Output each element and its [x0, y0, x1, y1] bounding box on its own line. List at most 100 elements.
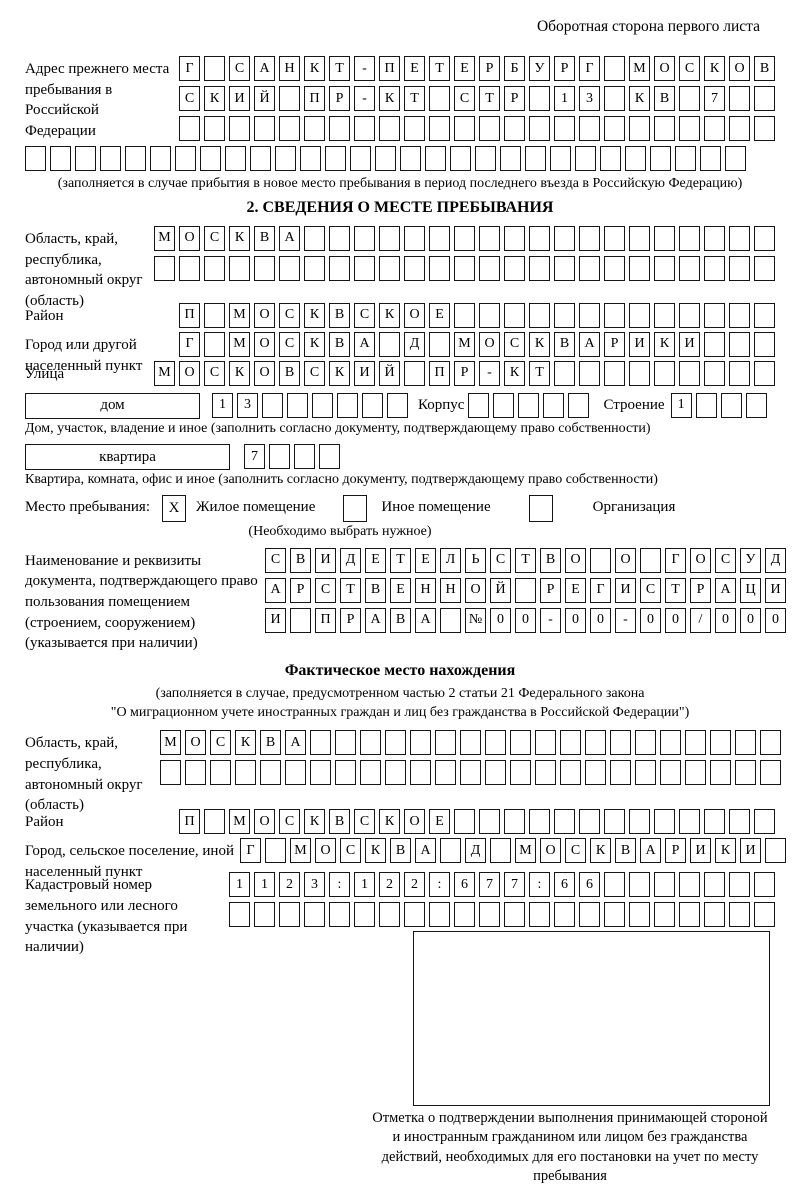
char-cell[interactable]	[654, 225, 675, 251]
char-cell[interactable]	[479, 809, 500, 835]
char-cell[interactable]	[160, 760, 181, 786]
char-cell[interactable]	[754, 902, 775, 928]
char-cell[interactable]	[754, 116, 775, 141]
char-cell[interactable]: К	[504, 360, 525, 386]
char-cell[interactable]	[529, 255, 550, 281]
char-cell[interactable]: 0	[665, 607, 686, 633]
char-cell[interactable]	[100, 145, 121, 171]
char-cell[interactable]: С	[210, 730, 231, 756]
char-cell[interactable]: О	[254, 809, 275, 835]
char-cell[interactable]	[429, 225, 450, 251]
char-cell[interactable]: С	[265, 547, 286, 573]
char-cell[interactable]	[729, 86, 750, 111]
char-cell[interactable]	[525, 145, 546, 171]
char-cell[interactable]	[404, 902, 425, 928]
char-cell[interactable]	[429, 255, 450, 281]
char-cell[interactable]	[529, 116, 550, 141]
char-cell[interactable]: О	[185, 730, 206, 756]
char-cell[interactable]: :	[329, 872, 350, 898]
char-cell[interactable]	[729, 872, 750, 898]
char-cell[interactable]	[435, 760, 456, 786]
char-cell[interactable]	[479, 116, 500, 141]
char-cell[interactable]	[650, 145, 671, 171]
char-cell[interactable]	[700, 145, 721, 171]
char-cell[interactable]	[479, 902, 500, 928]
char-cell[interactable]: С	[229, 56, 250, 81]
char-cell[interactable]: К	[329, 360, 350, 386]
char-cell[interactable]: Е	[404, 56, 425, 81]
char-cell[interactable]: Е	[429, 809, 450, 835]
char-cell[interactable]: М	[229, 809, 250, 835]
char-cell[interactable]	[554, 302, 575, 328]
char-cell[interactable]: /	[690, 607, 711, 633]
char-cell[interactable]	[704, 116, 725, 141]
char-cell[interactable]: Г	[240, 838, 261, 864]
char-cell[interactable]	[704, 902, 725, 928]
char-cell[interactable]: 0	[640, 607, 661, 633]
char-cell[interactable]: Е	[390, 577, 411, 603]
char-cell[interactable]: О	[465, 577, 486, 603]
char-cell[interactable]	[704, 360, 725, 386]
char-cell[interactable]	[695, 392, 717, 418]
char-cell[interactable]: У	[740, 547, 761, 573]
char-cell[interactable]: Ь	[465, 547, 486, 573]
char-cell[interactable]	[629, 809, 650, 835]
char-cell[interactable]	[660, 760, 681, 786]
char-cell[interactable]: С	[354, 809, 375, 835]
char-cell[interactable]: О	[404, 809, 425, 835]
char-cell[interactable]: В	[329, 809, 350, 835]
char-cell[interactable]: К	[379, 302, 400, 328]
char-cell[interactable]	[679, 360, 700, 386]
char-cell[interactable]	[735, 730, 756, 756]
char-cell[interactable]	[319, 444, 340, 470]
char-cell[interactable]: Б	[504, 56, 525, 81]
char-cell[interactable]	[229, 116, 250, 141]
char-cell[interactable]: В	[540, 547, 561, 573]
char-cell[interactable]	[335, 760, 356, 786]
char-cell[interactable]: В	[260, 730, 281, 756]
char-cell[interactable]	[200, 145, 221, 171]
char-cell[interactable]	[725, 145, 746, 171]
char-cell[interactable]	[329, 902, 350, 928]
char-cell[interactable]	[229, 255, 250, 281]
char-cell[interactable]: А	[579, 331, 600, 357]
char-cell[interactable]	[560, 760, 581, 786]
char-cell[interactable]	[579, 225, 600, 251]
char-cell[interactable]: К	[529, 331, 550, 357]
char-cell[interactable]: В	[390, 838, 411, 864]
char-cell[interactable]: К	[229, 360, 250, 386]
char-cell[interactable]: Й	[490, 577, 511, 603]
char-cell[interactable]	[254, 255, 275, 281]
char-cell[interactable]	[379, 331, 400, 357]
char-cell[interactable]: Р	[340, 607, 361, 633]
char-cell[interactable]	[504, 902, 525, 928]
char-cell[interactable]: О	[254, 331, 275, 357]
char-cell[interactable]	[704, 255, 725, 281]
char-cell[interactable]	[294, 444, 315, 470]
char-cell[interactable]	[304, 225, 325, 251]
char-cell[interactable]: В	[754, 56, 775, 81]
char-cell[interactable]: В	[365, 577, 386, 603]
char-cell[interactable]: 7	[244, 444, 265, 470]
char-cell[interactable]	[450, 145, 471, 171]
char-cell[interactable]: 1	[229, 872, 250, 898]
char-cell[interactable]: 2	[279, 872, 300, 898]
char-cell[interactable]	[300, 145, 321, 171]
char-cell[interactable]: 0	[490, 607, 511, 633]
char-cell[interactable]: Л	[440, 547, 461, 573]
char-cell[interactable]	[410, 730, 431, 756]
char-cell[interactable]	[285, 760, 306, 786]
char-cell[interactable]	[729, 809, 750, 835]
char-cell[interactable]	[279, 255, 300, 281]
char-cell[interactable]: М	[290, 838, 311, 864]
char-cell[interactable]	[729, 116, 750, 141]
char-cell[interactable]	[760, 760, 781, 786]
char-cell[interactable]	[579, 255, 600, 281]
char-cell[interactable]	[210, 760, 231, 786]
char-cell[interactable]: Т	[340, 577, 361, 603]
char-cell[interactable]	[279, 902, 300, 928]
char-cell[interactable]	[360, 760, 381, 786]
char-cell[interactable]	[675, 145, 696, 171]
char-cell[interactable]	[729, 360, 750, 386]
char-cell[interactable]	[760, 730, 781, 756]
